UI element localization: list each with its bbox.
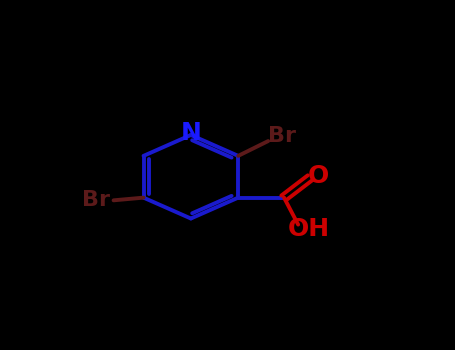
Text: N: N (181, 121, 201, 145)
Text: Br: Br (268, 126, 296, 146)
Text: OH: OH (288, 217, 330, 241)
Text: Br: Br (82, 190, 110, 210)
Text: O: O (308, 164, 329, 188)
